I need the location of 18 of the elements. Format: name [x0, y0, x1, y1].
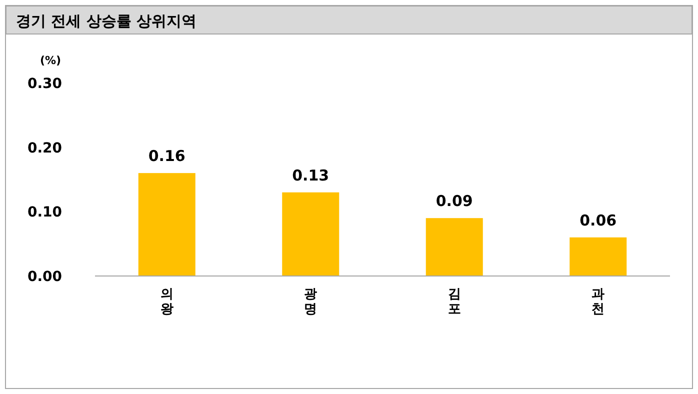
x-tick-label: 의왕	[160, 287, 174, 317]
y-axis-title: (%)	[40, 54, 62, 67]
data-label: 0.09	[436, 192, 473, 210]
chart-title: 경기 전세 상승률 상위지역	[16, 12, 197, 30]
bar	[426, 218, 483, 276]
bar	[282, 192, 340, 276]
data-label: 0.06	[580, 211, 617, 230]
x-tick-label: 김포	[448, 287, 461, 317]
bar	[570, 237, 627, 276]
y-tick-label: 0.20	[27, 140, 62, 156]
y-tick-label: 0.10	[27, 204, 62, 221]
y-tick-label: 0.00	[27, 269, 62, 285]
bar	[138, 173, 196, 276]
x-tick-label: 광명	[304, 287, 318, 317]
data-label: 0.16	[148, 147, 186, 166]
y-tick-label: 0.30	[27, 76, 62, 92]
x-tick-label: 과천	[592, 287, 605, 317]
data-label: 0.13	[292, 166, 330, 184]
